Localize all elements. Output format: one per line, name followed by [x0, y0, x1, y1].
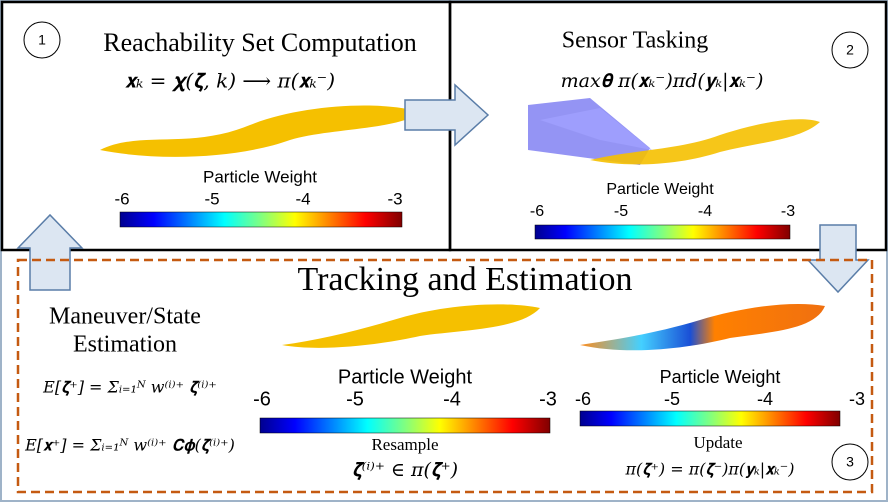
colorbar-tick: -4: [757, 389, 773, 409]
panel-title: Reachability Set Computation: [103, 28, 416, 57]
colorbar-tick: -6: [253, 388, 271, 410]
equation: 𝛇⁽ⁱ⁾⁺ ∈ π(𝛇⁺): [352, 459, 458, 481]
body: 1 Reachability Set Computation 𝐱ₖ = 𝛘(𝛇,…: [0, 0, 888, 502]
colorbar: [120, 212, 402, 227]
colorbar-tick: -5: [346, 388, 364, 410]
colorbar-tick: -6: [530, 203, 544, 220]
diagram: 1 Reachability Set Computation 𝐱ₖ = 𝛘(𝛇,…: [0, 0, 888, 502]
equation: 𝐱ₖ = 𝛘(𝛇, k) ⟶ π(𝐱ₖ⁻): [125, 69, 335, 93]
colorbar-label: Particle Weight: [203, 167, 317, 186]
step-number: 1: [38, 32, 46, 48]
colorbar-tick: -5: [614, 203, 628, 220]
colorbar-tick: -3: [539, 388, 557, 410]
colorbar-tick: -4: [295, 189, 310, 208]
step-number: 2: [846, 42, 854, 58]
equation: max𝛉 π(𝐱ₖ⁻)π𝑑(𝐲ₖ|𝐱ₖ⁻): [561, 70, 764, 92]
colorbar-tick: -4: [698, 203, 712, 220]
colorbar-label: Particle Weight: [338, 366, 473, 388]
equation: E[𝛇⁺] = Σᵢ₌₁ᴺ w⁽ⁱ⁾⁺ 𝛇⁽ⁱ⁾⁺: [42, 378, 217, 397]
colorbar-tick: -6: [575, 389, 591, 409]
colorbar: [580, 411, 840, 426]
colorbar-label: Particle Weight: [606, 181, 714, 198]
colorbar: [260, 418, 550, 433]
colorbar-tick: -3: [387, 189, 402, 208]
equation: E[𝐱⁺] = Σᵢ₌₁ᴺ w⁽ⁱ⁾⁺ 𝐂𝛟(𝛇⁽ⁱ⁾⁺): [24, 436, 235, 455]
step-label: Resample: [371, 435, 438, 454]
section-title: Tracking and Estimation: [298, 261, 633, 298]
colorbar-tick: -4: [443, 388, 461, 410]
page: Tracking pipeline {"panels": [ {"number"…: [0, 0, 888, 502]
colorbar-tick: -6: [114, 189, 129, 208]
colorbar-tick: -5: [204, 189, 219, 208]
colorbar-tick: -3: [781, 203, 795, 220]
step-label: Update: [693, 433, 742, 452]
colorbar: [535, 225, 790, 239]
panel-title: Sensor Tasking: [562, 28, 709, 54]
colorbar-label: Particle Weight: [660, 367, 781, 387]
colorbar-tick: -3: [849, 389, 865, 409]
colorbar-tick: -5: [664, 389, 680, 409]
equation: π(𝛇⁺) = π(𝛇⁻)π(𝐲ₖ|𝐱ₖ⁻): [625, 460, 795, 479]
step-number: 3: [846, 454, 854, 470]
estimation-title: Estimation: [73, 332, 177, 358]
estimation-title: Maneuver/State: [49, 304, 201, 330]
